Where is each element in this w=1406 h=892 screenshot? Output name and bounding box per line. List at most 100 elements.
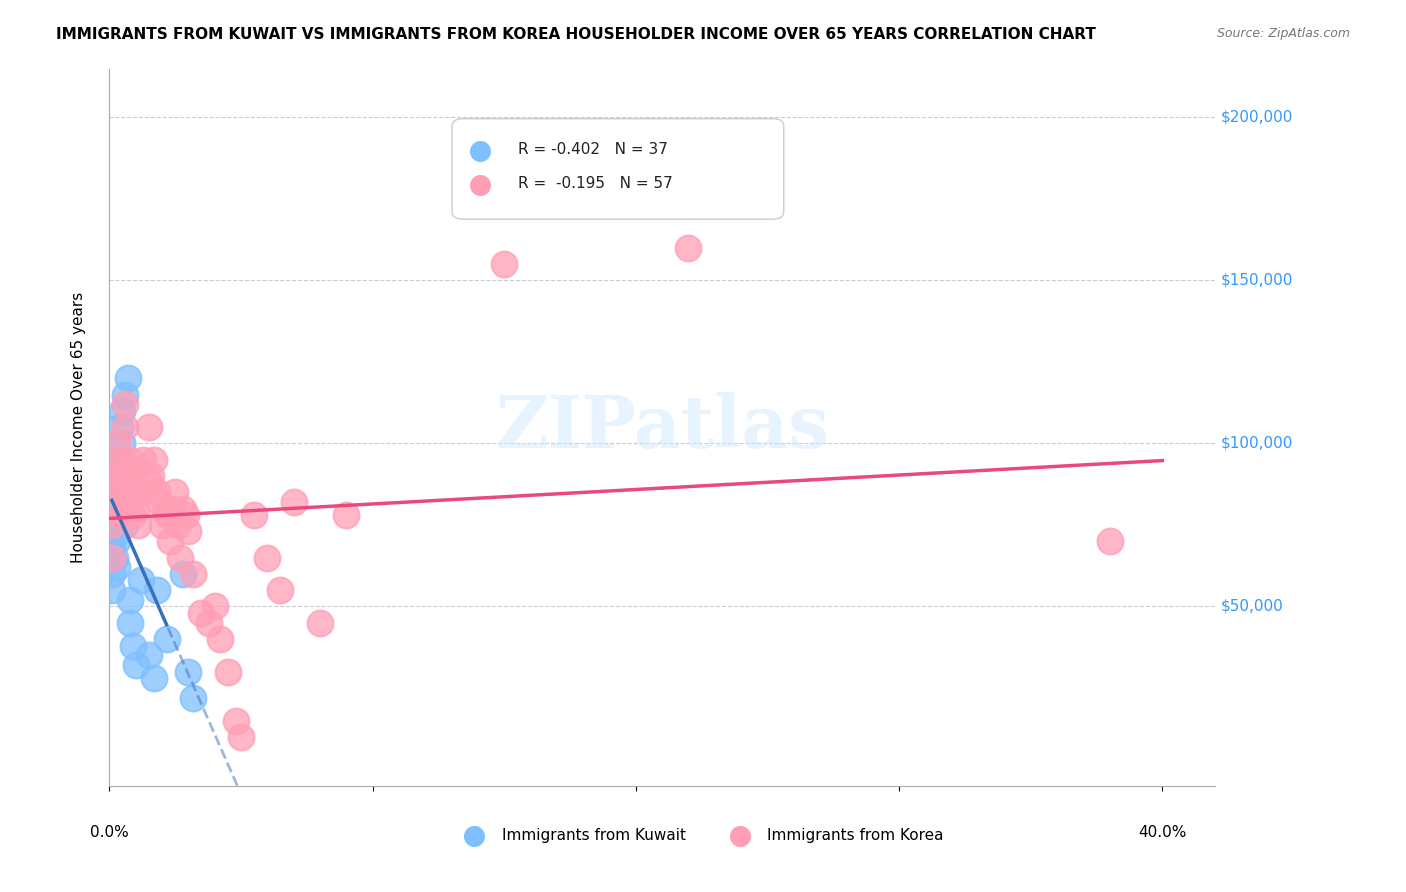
Point xyxy=(494,257,516,271)
Point xyxy=(101,517,124,532)
Point xyxy=(105,452,128,467)
Text: Immigrants from Korea: Immigrants from Korea xyxy=(768,829,943,844)
Point xyxy=(141,469,163,483)
Point xyxy=(111,508,134,523)
Point xyxy=(105,560,128,574)
Point xyxy=(105,534,128,549)
Point xyxy=(153,501,176,516)
Text: IMMIGRANTS FROM KUWAIT VS IMMIGRANTS FROM KOREA HOUSEHOLDER INCOME OVER 65 YEARS: IMMIGRANTS FROM KUWAIT VS IMMIGRANTS FRO… xyxy=(56,27,1097,42)
Text: 40.0%: 40.0% xyxy=(1139,825,1187,840)
Text: Immigrants from Kuwait: Immigrants from Kuwait xyxy=(502,829,686,844)
Point xyxy=(225,714,247,728)
Point xyxy=(138,648,160,663)
Text: Householder Income Over 65 years: Householder Income Over 65 years xyxy=(70,292,86,563)
Point xyxy=(108,485,131,500)
Text: Source: ZipAtlas.com: Source: ZipAtlas.com xyxy=(1216,27,1350,40)
Point xyxy=(166,517,188,532)
Point xyxy=(283,495,305,509)
Point xyxy=(124,501,146,516)
Text: $200,000: $200,000 xyxy=(1220,110,1292,125)
Point xyxy=(124,462,146,476)
Point xyxy=(103,508,125,523)
Point xyxy=(145,485,167,500)
Point xyxy=(165,485,187,500)
FancyBboxPatch shape xyxy=(453,119,783,219)
Text: $150,000: $150,000 xyxy=(1220,273,1292,288)
Point xyxy=(678,241,700,255)
Text: R = -0.402   N = 37: R = -0.402 N = 37 xyxy=(519,142,668,157)
Point xyxy=(190,606,212,620)
Point xyxy=(101,485,124,500)
Point xyxy=(114,517,136,532)
Point xyxy=(132,452,155,467)
Point xyxy=(105,436,128,450)
Point xyxy=(129,485,152,500)
Point xyxy=(183,690,205,705)
Point xyxy=(117,469,139,483)
Point xyxy=(309,615,332,630)
Point xyxy=(217,665,239,679)
Point xyxy=(143,671,166,685)
Point xyxy=(120,593,142,607)
Point xyxy=(980,763,1002,777)
Point xyxy=(172,566,194,581)
Point xyxy=(129,574,152,588)
Point xyxy=(101,541,124,555)
Point xyxy=(111,436,134,450)
Point xyxy=(127,517,149,532)
Point xyxy=(229,730,252,744)
Point xyxy=(980,763,1002,777)
Point xyxy=(111,508,134,523)
Point xyxy=(122,485,145,500)
Point xyxy=(120,475,142,490)
Point xyxy=(138,420,160,434)
Point xyxy=(156,632,179,646)
Point xyxy=(122,508,145,523)
Point xyxy=(103,469,125,483)
Point xyxy=(143,452,166,467)
Point xyxy=(105,501,128,516)
Point xyxy=(174,508,197,523)
Point xyxy=(114,387,136,401)
Point xyxy=(256,550,278,565)
Point xyxy=(105,475,128,490)
Point xyxy=(156,508,179,523)
Point xyxy=(138,475,160,490)
Point xyxy=(114,420,136,434)
Text: 0.0%: 0.0% xyxy=(90,825,128,840)
Point xyxy=(101,517,124,532)
Point xyxy=(335,508,357,523)
Point xyxy=(198,615,221,630)
Point xyxy=(117,371,139,385)
Point xyxy=(117,501,139,516)
Text: $50,000: $50,000 xyxy=(1220,599,1284,614)
Point xyxy=(117,485,139,500)
Point xyxy=(183,566,205,581)
Point xyxy=(105,462,128,476)
Point xyxy=(169,550,191,565)
Point xyxy=(145,583,167,598)
Point xyxy=(101,566,124,581)
Point xyxy=(967,763,990,777)
Point xyxy=(111,485,134,500)
Point xyxy=(101,550,124,565)
Point xyxy=(148,495,170,509)
Point xyxy=(103,527,125,541)
Point xyxy=(269,583,291,598)
Point xyxy=(103,501,125,516)
Point xyxy=(208,632,231,646)
Text: $100,000: $100,000 xyxy=(1220,436,1292,451)
Text: R =  -0.195   N = 57: R = -0.195 N = 57 xyxy=(519,176,673,191)
Point xyxy=(177,665,200,679)
Point xyxy=(122,639,145,653)
Point xyxy=(120,452,142,467)
Point xyxy=(150,517,173,532)
Point xyxy=(108,459,131,474)
Point xyxy=(111,404,134,418)
Point xyxy=(1098,534,1121,549)
Point xyxy=(103,495,125,509)
Point xyxy=(101,583,124,598)
Point xyxy=(120,615,142,630)
Point xyxy=(243,508,266,523)
Point xyxy=(103,550,125,565)
